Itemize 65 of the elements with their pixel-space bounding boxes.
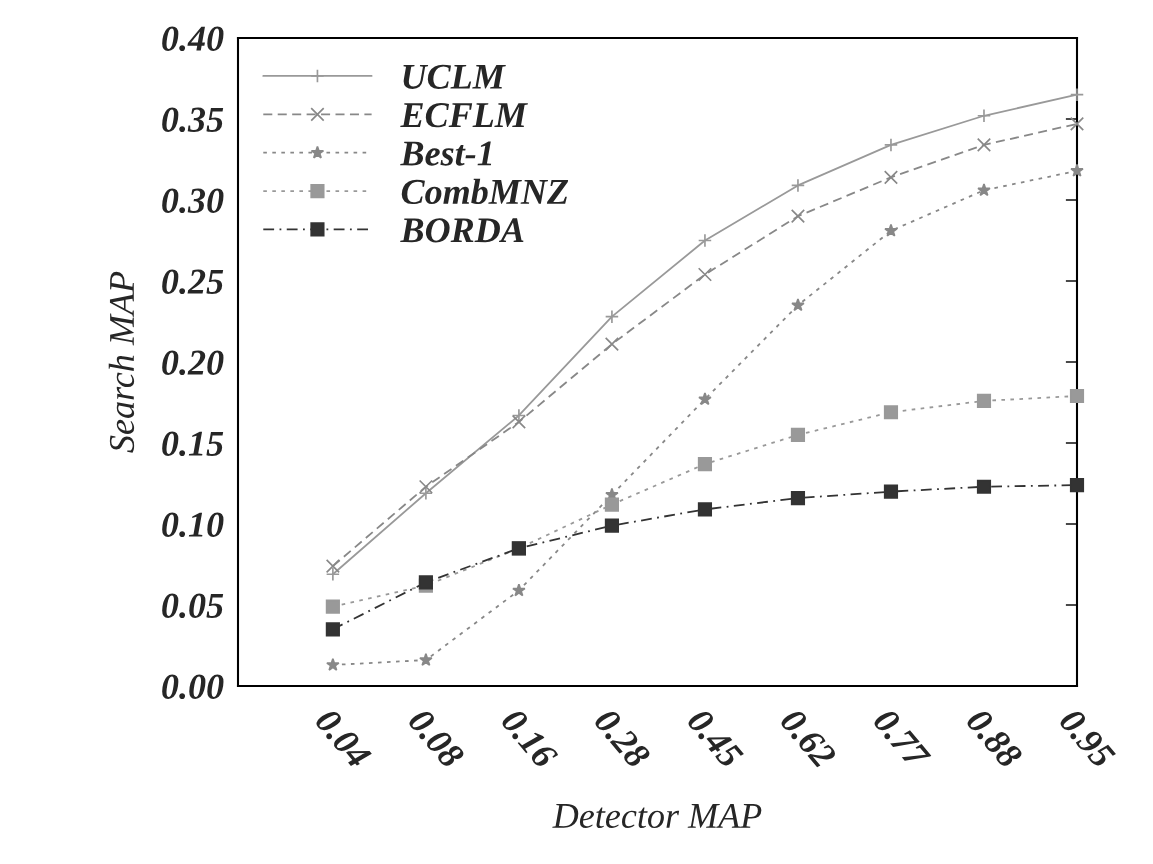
point <box>976 479 992 494</box>
point <box>604 309 620 324</box>
y-tick-label: 0.15 <box>162 431 224 457</box>
point <box>325 599 340 614</box>
legend-label: UCLM <box>403 64 506 89</box>
point <box>790 209 806 224</box>
point <box>604 337 620 352</box>
point <box>697 267 713 282</box>
point <box>418 479 433 494</box>
y-tick-label: 0.05 <box>162 593 224 619</box>
x-tick-label: 0.62 <box>779 707 838 770</box>
point <box>325 622 340 637</box>
point <box>697 502 713 517</box>
point <box>604 497 620 512</box>
point <box>604 518 620 533</box>
point <box>419 652 433 666</box>
point <box>1070 163 1084 177</box>
point <box>1069 87 1085 102</box>
point <box>1069 116 1085 131</box>
point <box>791 298 805 312</box>
point <box>883 170 899 185</box>
point <box>790 427 806 442</box>
point <box>883 137 899 153</box>
point <box>977 183 991 197</box>
point <box>326 657 340 671</box>
point <box>697 233 713 248</box>
point <box>325 559 340 574</box>
y-axis-title: Search MAP <box>108 271 135 453</box>
y-tick-label: 0.00 <box>162 674 224 700</box>
point <box>976 108 992 123</box>
y-tick-label: 0.40 <box>162 26 224 52</box>
y-tick-label: 0.20 <box>162 350 224 376</box>
point <box>418 486 433 501</box>
x-tick-label: 0.08 <box>407 707 466 770</box>
y-tick-label: 0.30 <box>162 188 224 214</box>
point <box>1069 478 1085 493</box>
point <box>976 393 992 408</box>
point <box>790 178 806 193</box>
legend-label: BORDA <box>400 218 524 243</box>
point <box>511 414 526 430</box>
point <box>512 583 526 597</box>
x-tick-label: 0.16 <box>500 707 559 771</box>
x-tick-label: 0.95 <box>1058 707 1117 770</box>
x-tick-label: 0.88 <box>965 707 1024 770</box>
point <box>698 392 712 406</box>
point <box>884 223 898 237</box>
point <box>1069 388 1085 404</box>
x-tick-label: 0.45 <box>686 707 745 770</box>
point <box>325 567 340 582</box>
x-tick-label: 0.04 <box>314 707 372 770</box>
x-axis-title: Detector MAP <box>552 803 762 829</box>
point <box>790 490 806 506</box>
legend-label: CombMNZ <box>401 178 569 205</box>
y-tick-label: 0.25 <box>162 269 224 295</box>
legend-label: Best-1 <box>400 141 492 166</box>
point <box>883 405 899 420</box>
point <box>511 408 526 423</box>
legend-label: ECFLM <box>400 103 528 128</box>
point <box>883 484 899 499</box>
y-tick-label: 0.10 <box>162 512 224 538</box>
x-tick-label: 0.28 <box>593 707 652 770</box>
y-tick-label: 0.35 <box>162 107 224 133</box>
point <box>976 137 992 153</box>
point <box>697 456 713 472</box>
x-tick-label: 0.77 <box>872 707 932 772</box>
